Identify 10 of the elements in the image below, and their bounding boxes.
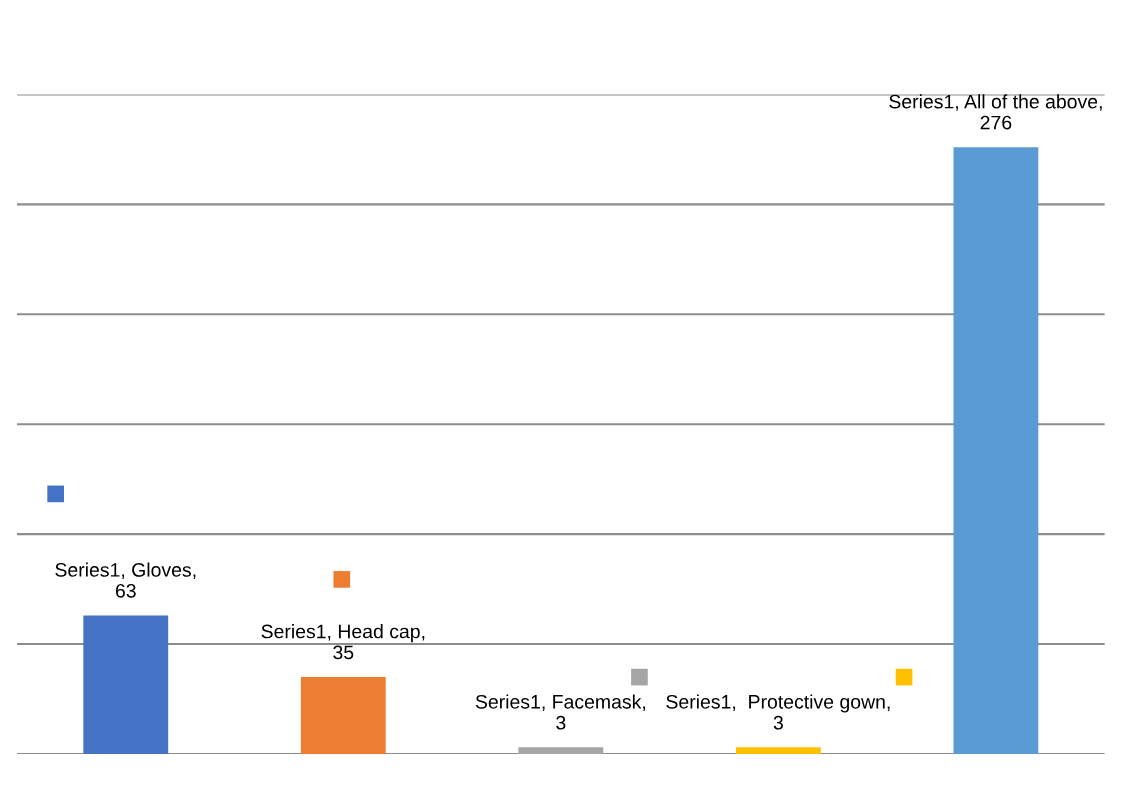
bar (518, 747, 604, 754)
data-label: Series1, Gloves, 63 (55, 562, 196, 598)
data-label: Series1, Head cap, 35 (261, 624, 425, 660)
bar (735, 747, 821, 754)
bar (953, 147, 1039, 754)
bar (300, 677, 386, 754)
data-label: Series1, Protective gown, 3 (666, 694, 890, 730)
data-label: Series1, All of the above, 276 (889, 94, 1102, 130)
data-label: Series1, Facemask, 3 (475, 694, 645, 730)
bar (83, 615, 169, 754)
